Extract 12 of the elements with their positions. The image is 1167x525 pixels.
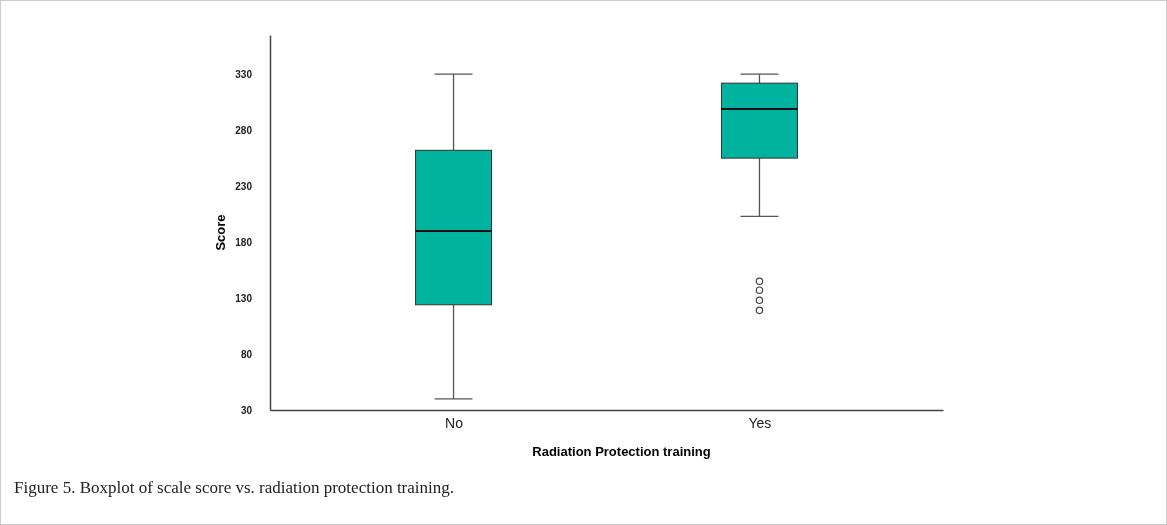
y-tick-label: 30 <box>240 404 253 416</box>
y-tick-label: 280 <box>235 124 253 136</box>
y-tick-label: 130 <box>235 292 253 304</box>
y-tick-label: 80 <box>240 348 253 360</box>
x-tick-label: Yes <box>748 414 772 431</box>
caption: Figure 5. Boxplot of scale score vs. radiation protection training. <box>14 478 455 497</box>
y-tick-label: 180 <box>235 236 253 248</box>
x-axis-title: Radiation Protection training <box>532 444 711 459</box>
y-axis-title: Score <box>213 214 228 251</box>
x-tick-label: No <box>445 414 464 431</box>
y-tick-label: 330 <box>235 68 253 80</box>
y-tick-label: 230 <box>235 180 253 192</box>
